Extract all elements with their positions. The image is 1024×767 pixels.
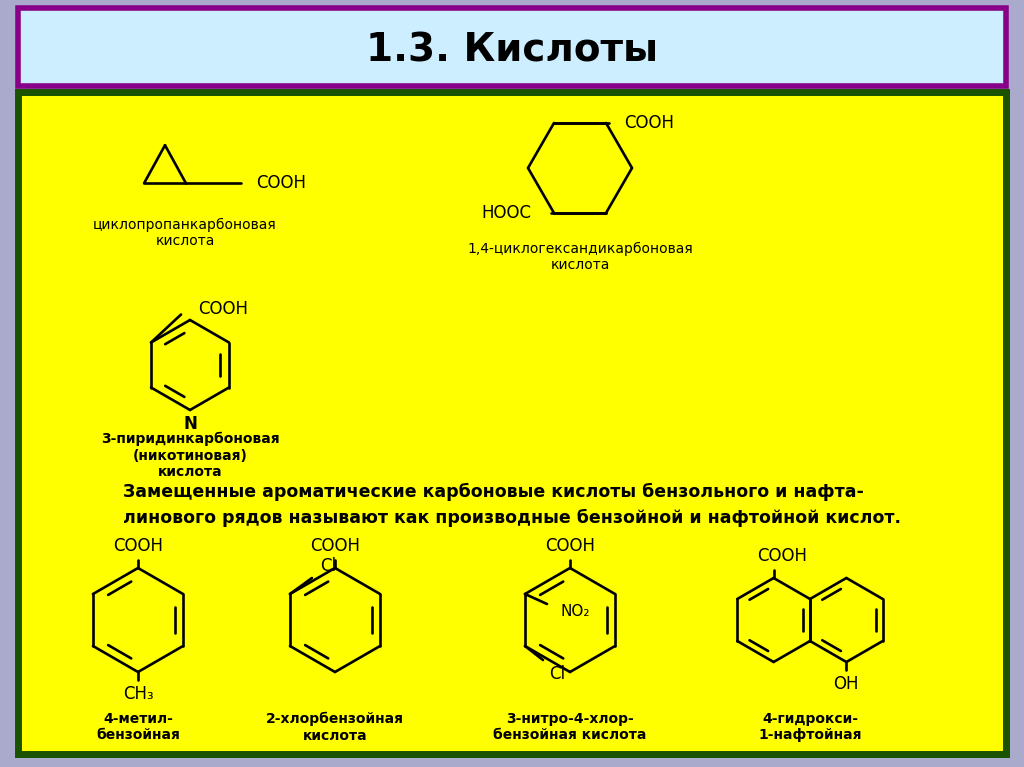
Text: COOH: COOH xyxy=(757,547,807,565)
Text: 4-метил-
бензойная: 4-метил- бензойная xyxy=(96,712,180,742)
Text: циклопропанкарбоновая
кислота: циклопропанкарбоновая кислота xyxy=(93,218,276,249)
Text: COOH: COOH xyxy=(113,537,163,555)
Text: 4-гидрокси-
1-нафтойная: 4-гидрокси- 1-нафтойная xyxy=(758,712,862,742)
Text: COOH: COOH xyxy=(256,174,306,193)
Text: 1,4-циклогександикарбоновая
кислота: 1,4-циклогександикарбоновая кислота xyxy=(467,242,693,272)
Text: 3-пиридинкарбоновая
(никотиновая)
кислота: 3-пиридинкарбоновая (никотиновая) кислот… xyxy=(100,432,280,479)
Text: NO₂: NO₂ xyxy=(560,604,590,620)
Text: COOH: COOH xyxy=(624,114,674,132)
FancyBboxPatch shape xyxy=(18,8,1006,86)
Text: CH₃: CH₃ xyxy=(123,685,154,703)
Text: Замещенные ароматические карбоновые кислоты бензольного и нафта-
линового рядов : Замещенные ароматические карбоновые кисл… xyxy=(123,482,901,528)
Text: COOH: COOH xyxy=(545,537,595,555)
Text: COOH: COOH xyxy=(198,299,248,318)
FancyBboxPatch shape xyxy=(18,92,1006,754)
Text: COOH: COOH xyxy=(310,537,360,555)
Text: N: N xyxy=(183,415,197,433)
Text: 1.3. Кислоты: 1.3. Кислоты xyxy=(366,31,658,69)
Text: 3-нитро-4-хлор-
бензойная кислота: 3-нитро-4-хлор- бензойная кислота xyxy=(494,712,647,742)
Text: HOOC: HOOC xyxy=(481,204,531,222)
Text: 2-хлорбензойная
кислота: 2-хлорбензойная кислота xyxy=(266,712,404,742)
Text: Cl: Cl xyxy=(549,665,565,683)
Text: Cl: Cl xyxy=(319,557,336,575)
Text: OH: OH xyxy=(834,675,859,693)
